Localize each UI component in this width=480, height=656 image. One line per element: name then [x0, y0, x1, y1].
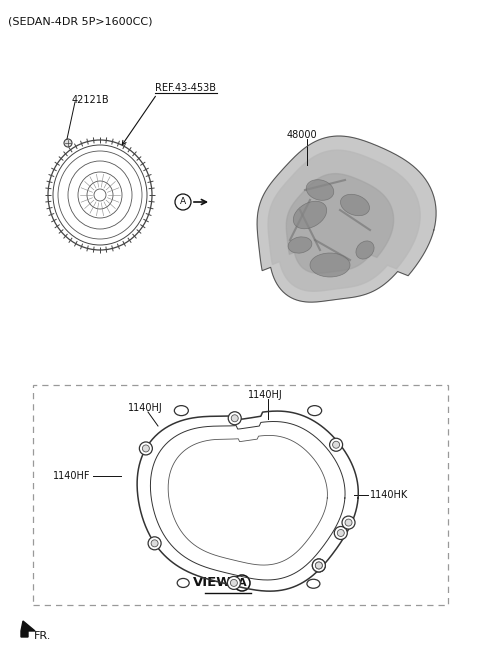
Text: A: A — [180, 197, 186, 207]
Text: VIEW: VIEW — [193, 577, 232, 590]
Circle shape — [345, 519, 352, 526]
Ellipse shape — [340, 194, 370, 216]
Circle shape — [342, 516, 355, 529]
Text: FR.: FR. — [34, 631, 51, 641]
Bar — [33, 385, 448, 605]
Circle shape — [333, 441, 340, 448]
Ellipse shape — [356, 241, 374, 259]
Circle shape — [337, 529, 344, 537]
Ellipse shape — [310, 253, 350, 277]
Circle shape — [230, 579, 238, 586]
Circle shape — [312, 559, 325, 572]
Text: 42121B: 42121B — [72, 95, 109, 105]
Text: (SEDAN-4DR 5P>1600CC): (SEDAN-4DR 5P>1600CC) — [8, 16, 153, 26]
Circle shape — [312, 559, 325, 572]
Circle shape — [315, 562, 323, 569]
Circle shape — [228, 577, 240, 589]
Text: 48000: 48000 — [287, 130, 318, 140]
Polygon shape — [257, 136, 436, 302]
Circle shape — [231, 415, 238, 422]
Text: REF.43-453B: REF.43-453B — [155, 83, 216, 93]
Circle shape — [143, 445, 149, 452]
Circle shape — [64, 139, 72, 147]
Ellipse shape — [293, 201, 327, 229]
Text: 1140HF: 1140HF — [53, 471, 91, 481]
Circle shape — [334, 527, 348, 539]
Text: 1140HJ: 1140HJ — [248, 390, 283, 400]
Circle shape — [148, 537, 161, 550]
Text: 1140HJ: 1140HJ — [128, 403, 163, 413]
Circle shape — [228, 412, 241, 424]
Polygon shape — [21, 621, 35, 637]
Polygon shape — [268, 150, 420, 291]
Text: A: A — [238, 578, 246, 588]
Circle shape — [151, 540, 158, 547]
Circle shape — [139, 442, 152, 455]
Circle shape — [315, 562, 323, 569]
Ellipse shape — [306, 180, 334, 200]
Ellipse shape — [288, 237, 312, 253]
Polygon shape — [286, 174, 394, 274]
Text: 1140HK: 1140HK — [370, 490, 408, 500]
Circle shape — [330, 438, 343, 451]
